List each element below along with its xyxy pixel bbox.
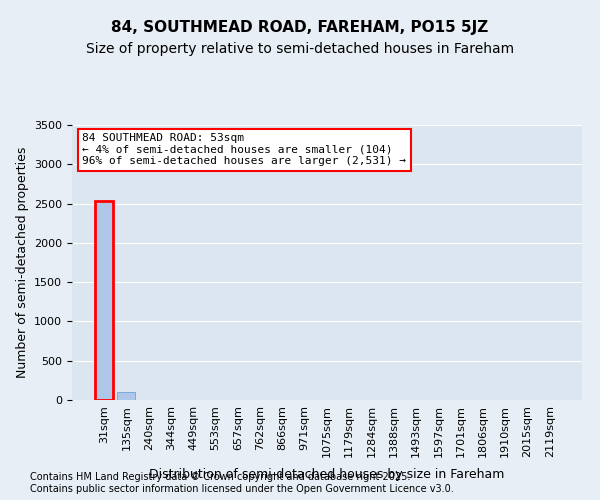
Text: Size of property relative to semi-detached houses in Fareham: Size of property relative to semi-detach… — [86, 42, 514, 56]
X-axis label: Distribution of semi-detached houses by size in Fareham: Distribution of semi-detached houses by … — [149, 468, 505, 481]
Text: Contains public sector information licensed under the Open Government Licence v3: Contains public sector information licen… — [30, 484, 454, 494]
Text: 84, SOUTHMEAD ROAD, FAREHAM, PO15 5JZ: 84, SOUTHMEAD ROAD, FAREHAM, PO15 5JZ — [112, 20, 488, 35]
Text: 84 SOUTHMEAD ROAD: 53sqm
← 4% of semi-detached houses are smaller (104)
96% of s: 84 SOUTHMEAD ROAD: 53sqm ← 4% of semi-de… — [82, 133, 406, 166]
Y-axis label: Number of semi-detached properties: Number of semi-detached properties — [16, 147, 29, 378]
Bar — [95, 201, 113, 400]
Bar — [118, 392, 136, 400]
Text: Contains HM Land Registry data © Crown copyright and database right 2025.: Contains HM Land Registry data © Crown c… — [30, 472, 410, 482]
